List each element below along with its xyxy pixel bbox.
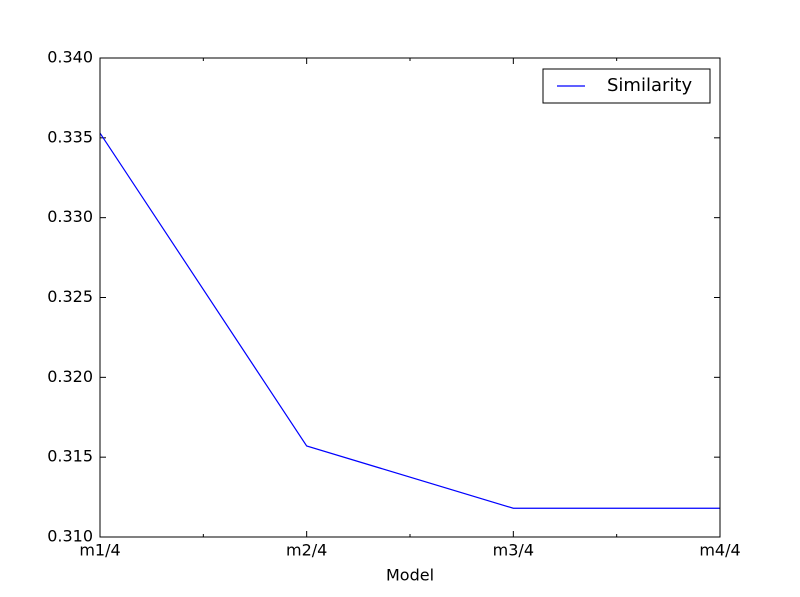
x-tick-label: m2/4 bbox=[286, 541, 327, 560]
y-tick-label: 0.325 bbox=[47, 287, 93, 306]
y-tick-label: 0.310 bbox=[47, 527, 93, 546]
plot-frame bbox=[99, 57, 721, 538]
y-tick-label: 0.320 bbox=[47, 367, 93, 386]
y-tick-label: 0.330 bbox=[47, 207, 93, 226]
y-tick-label: 0.340 bbox=[47, 48, 93, 67]
x-tick-label: m1/4 bbox=[79, 541, 120, 560]
legend-label: Similarity bbox=[607, 75, 692, 96]
y-tick-label: 0.315 bbox=[47, 447, 93, 466]
y-tick-label: 0.335 bbox=[47, 127, 93, 146]
line bbox=[99, 132, 720, 509]
x-axis-label: Model bbox=[386, 566, 434, 585]
x-tick-label: m4/4 bbox=[699, 541, 740, 560]
x-tick-label: m3/4 bbox=[493, 541, 534, 560]
